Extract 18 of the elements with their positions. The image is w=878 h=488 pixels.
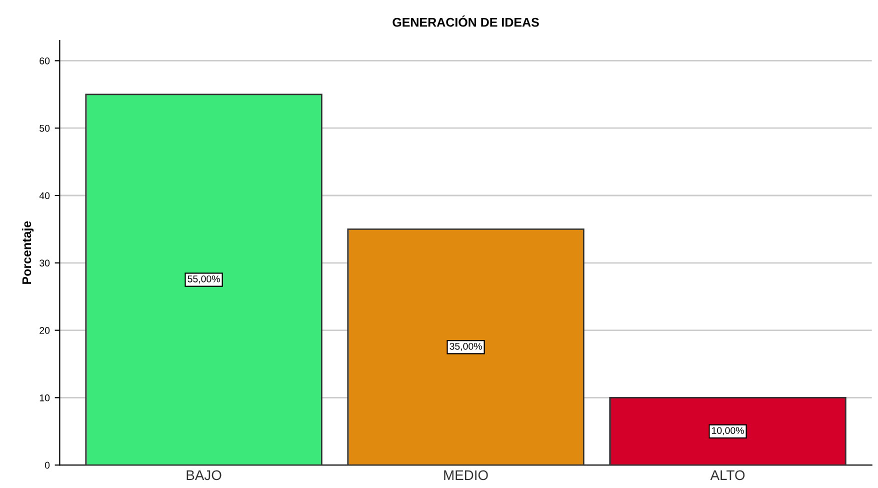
y-tick-label: 10	[40, 394, 50, 402]
y-tick-label: 30	[40, 260, 50, 267]
x-tick-label: ALTO	[710, 470, 745, 480]
y-tick-label: 50	[40, 124, 50, 132]
y-tick-label: 60	[40, 57, 50, 64]
bar	[609, 396, 846, 466]
y-tick-label: 0	[44, 462, 50, 469]
bar	[347, 228, 584, 466]
x-tick-label: MEDIO	[444, 470, 488, 480]
chart-title: GENERACIÓN DE IDEAS	[392, 16, 539, 27]
y-axis-title: Porcentaje	[22, 221, 34, 284]
y-tick-label: 40	[39, 192, 50, 200]
data-label: 10,00%	[712, 427, 744, 436]
x-tick-label: BAJO	[186, 470, 222, 480]
y-tick-label: 20	[40, 327, 50, 334]
bar	[85, 94, 322, 466]
data-label: 35,00%	[450, 342, 482, 351]
data-label: 55,00%	[188, 275, 220, 284]
